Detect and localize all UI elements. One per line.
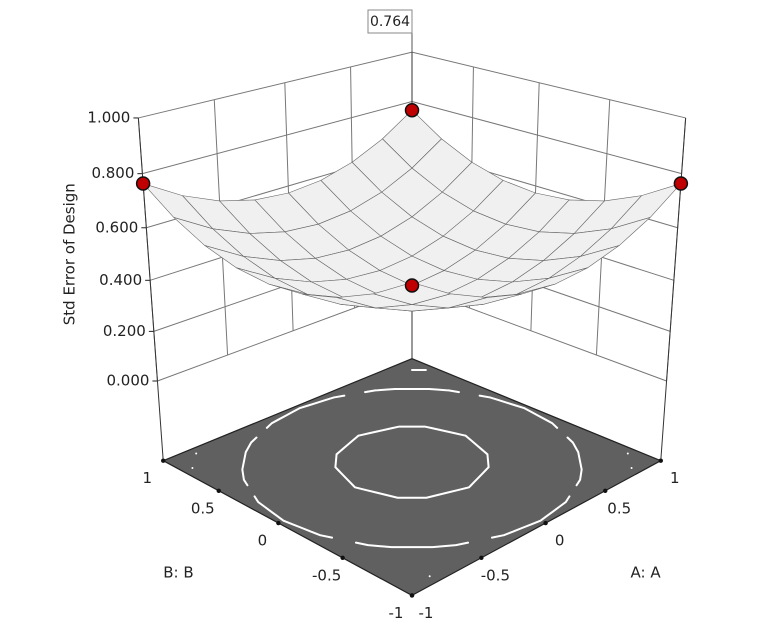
tick-mark <box>543 520 548 526</box>
design-point <box>135 176 151 191</box>
tick-mark <box>161 458 166 463</box>
design-point <box>404 102 420 118</box>
tick-mark <box>216 488 221 493</box>
z-tick-label: 0.800 <box>91 164 134 182</box>
design-point <box>673 176 689 191</box>
y-tick-label: 0 <box>258 532 268 550</box>
x-tick-label: 0.5 <box>607 499 631 517</box>
annotation-box <box>367 9 413 34</box>
y-tick-label: -1 <box>389 604 404 622</box>
contour-line <box>191 369 633 578</box>
tick-mark <box>479 555 484 561</box>
x-axis-title: A: A <box>631 564 662 582</box>
floor <box>161 358 663 597</box>
design-point <box>404 278 420 293</box>
x-tick-label: 1 <box>670 469 680 487</box>
z-tick-label: 1.000 <box>87 108 130 126</box>
tick-mark <box>658 458 663 463</box>
contour-line <box>241 388 583 549</box>
tick-mark <box>409 593 415 598</box>
y-axis-title: B: B <box>163 564 193 582</box>
z-tick-label: 0.600 <box>95 218 138 236</box>
x-tick-label: 0 <box>555 532 565 550</box>
z-tick-label: 0.000 <box>106 372 149 390</box>
y-tick-label: -0.5 <box>312 566 341 584</box>
annotation: 0.764 <box>370 14 410 30</box>
z-tick-label: 0.200 <box>103 322 146 340</box>
y-tick-label: 1 <box>142 469 152 487</box>
tick-mark <box>340 555 345 561</box>
surface-patch <box>373 282 451 305</box>
y-tick-label: 0.5 <box>191 499 215 517</box>
x-tick-label: -0.5 <box>481 566 510 584</box>
tick-mark <box>603 488 608 493</box>
tick-mark <box>276 520 281 526</box>
x-tick-label: -1 <box>419 604 434 622</box>
box-edge <box>660 117 687 461</box>
z-tick-label: 0.400 <box>99 271 142 289</box>
z-axis-title: Std Error of Design <box>61 183 79 325</box>
contour-line <box>334 425 490 499</box>
box-edge <box>137 117 164 461</box>
